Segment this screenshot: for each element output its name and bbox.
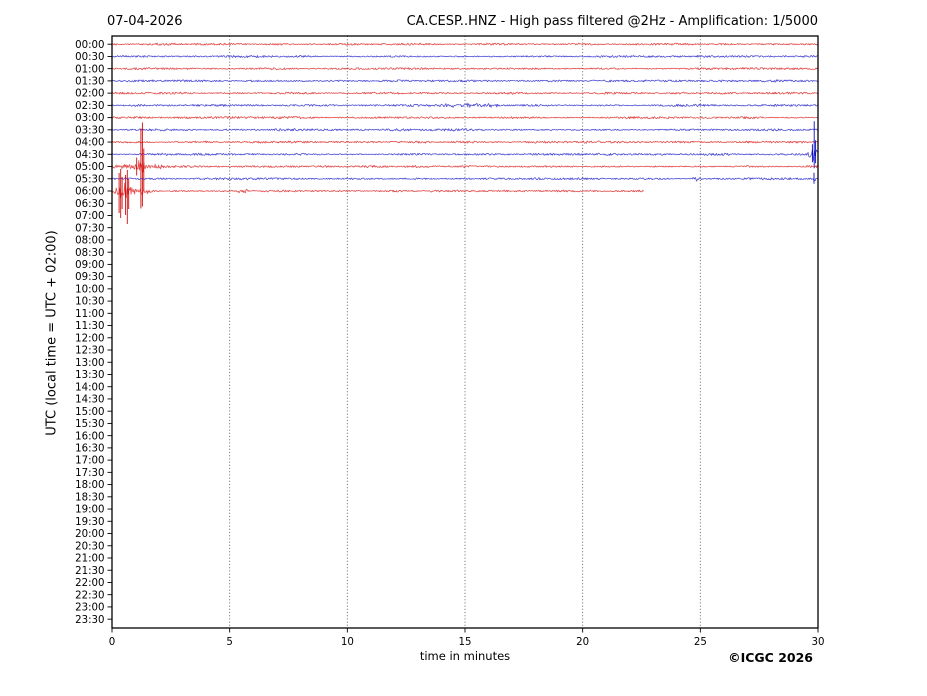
trace-0500 [111, 160, 819, 173]
y-tick-label: 11:00 [75, 309, 104, 320]
y-tick-label: 20:30 [75, 541, 104, 552]
y-tick-label: 06:00 [75, 187, 104, 198]
y-tick-label: 07:00 [75, 211, 104, 222]
trace-0300 [111, 116, 819, 120]
y-tick-label: 16:00 [75, 431, 104, 442]
event-spikes-0430 [811, 121, 817, 169]
y-tick-label: 02:00 [75, 89, 104, 100]
y-tick-label: 03:00 [75, 113, 104, 124]
trace-0000 [111, 42, 819, 46]
y-tick-label: 15:00 [75, 407, 104, 418]
y-tick-label: 09:30 [75, 272, 104, 283]
y-tick-label: 00:30 [75, 52, 104, 63]
station-title: CA.CESP..HNZ - High pass filtered @2Hz -… [406, 14, 818, 29]
trace-0200 [111, 91, 819, 95]
x-tick-label: 30 [812, 637, 825, 648]
trace-0100 [111, 67, 819, 71]
y-tick-label: 18:30 [75, 492, 104, 503]
y-tick-label: 15:30 [75, 419, 104, 430]
y-tick-label: 05:30 [75, 174, 104, 185]
event-spikes-0600 [118, 169, 130, 224]
event-spikes-0500 [136, 122, 145, 209]
x-tick-label: 10 [341, 637, 354, 648]
y-tick-label: 08:30 [75, 248, 104, 259]
y-tick-label: 17:30 [75, 468, 104, 479]
x-tick-label: 5 [226, 637, 232, 648]
y-tick-label: 09:00 [75, 260, 104, 271]
trace-0130 [111, 79, 819, 83]
y-tick-label: 13:30 [75, 370, 104, 381]
x-tick-label: 0 [109, 637, 115, 648]
y-tick-label: 22:00 [75, 578, 104, 589]
trace-0430 [111, 149, 819, 162]
y-tick-label: 20:00 [75, 529, 104, 540]
y-tick-label: 10:00 [75, 284, 104, 295]
y-tick-label: 23:00 [75, 603, 104, 614]
y-tick-label: 07:30 [75, 223, 104, 234]
y-tick-label: 08:00 [75, 236, 104, 247]
y-tick-label: 17:00 [75, 456, 104, 467]
y-tick-label: 13:00 [75, 358, 104, 369]
y-tick-label: 01:30 [75, 76, 104, 87]
copyright-label: ©ICGC 2026 [728, 650, 813, 665]
x-axis-title: time in minutes [419, 649, 511, 663]
y-tick-label: 16:30 [75, 443, 104, 454]
y-tick-label: 00:00 [75, 40, 104, 51]
y-tick-label: 19:00 [75, 505, 104, 516]
trace-0230 [111, 102, 819, 108]
x-tick-label: 25 [694, 637, 707, 648]
x-tick-label: 20 [576, 637, 589, 648]
y-tick-label: 10:30 [75, 297, 104, 308]
y-tick-label: 21:00 [75, 554, 104, 565]
y-tick-label: 19:30 [75, 517, 104, 528]
y-tick-label: 12:00 [75, 333, 104, 344]
y-tick-label: 22:30 [75, 590, 104, 601]
y-tick-label: 05:00 [75, 162, 104, 173]
y-tick-label: 06:30 [75, 199, 104, 210]
y-tick-label: 23:30 [75, 615, 104, 626]
y-tick-label: 21:30 [75, 566, 104, 577]
y-tick-label: 01:00 [75, 64, 104, 75]
x-tick-label: 15 [459, 637, 472, 648]
y-tick-label: 14:30 [75, 395, 104, 406]
trace-0400 [111, 140, 819, 144]
y-tick-label: 04:00 [75, 138, 104, 149]
trace-0330 [111, 128, 819, 132]
y-tick-label: 11:30 [75, 321, 104, 332]
y-tick-label: 12:30 [75, 346, 104, 357]
y-tick-label: 14:00 [75, 382, 104, 393]
trace-0030 [111, 55, 819, 58]
trace-0530 [111, 177, 819, 182]
y-tick-label: 03:30 [75, 125, 104, 136]
trace-0600 [111, 182, 644, 199]
date-title: 07-04-2026 [107, 14, 183, 29]
y-tick-label: 18:00 [75, 480, 104, 491]
y-tick-label: 04:30 [75, 150, 104, 161]
y-tick-label: 02:30 [75, 101, 104, 112]
